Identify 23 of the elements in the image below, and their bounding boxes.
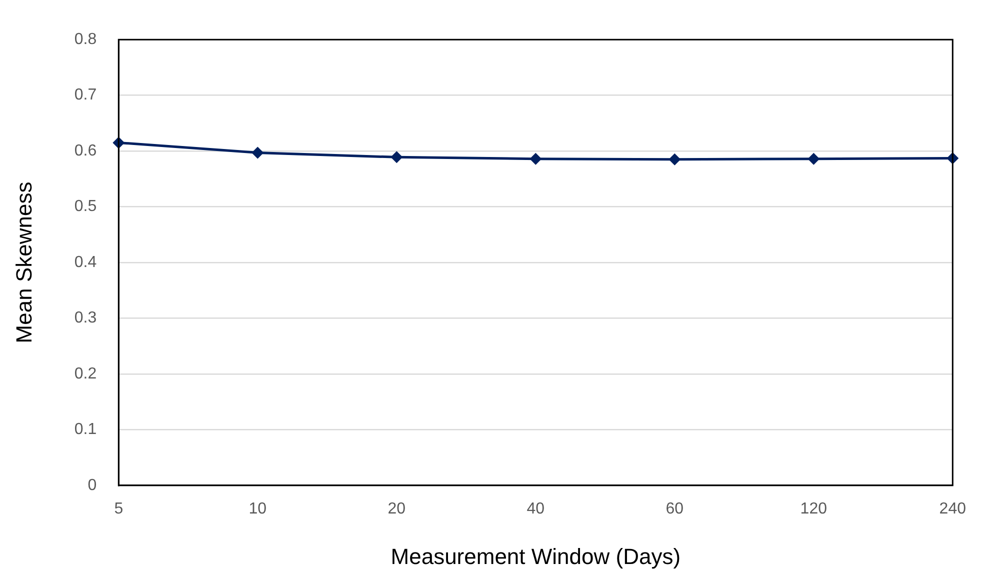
point bbox=[252, 146, 264, 159]
y-tick-label: 0.3 bbox=[74, 310, 97, 327]
y-tick-label: 0.1 bbox=[74, 421, 97, 438]
y-tick-label: 0.2 bbox=[74, 365, 97, 382]
point bbox=[808, 152, 820, 165]
y-tick-label: 0.4 bbox=[74, 254, 97, 271]
x-tick-label: 60 bbox=[666, 500, 684, 518]
y-tick-label: 0 bbox=[88, 476, 97, 494]
x-axis-title: Measurement Window (Days) bbox=[390, 544, 681, 569]
point bbox=[530, 152, 542, 165]
x-tick-label: 5 bbox=[114, 500, 124, 518]
x-tick-label: 40 bbox=[526, 500, 545, 518]
y-axis-title: Mean Skewness bbox=[11, 182, 36, 344]
x-tick-label: 20 bbox=[388, 500, 406, 518]
point bbox=[390, 151, 403, 164]
y-tick-label: 0.8 bbox=[74, 31, 97, 48]
x-tick-label: 10 bbox=[248, 500, 267, 518]
y-tick-label: 0.5 bbox=[74, 198, 97, 216]
y-tick-label: 0.6 bbox=[74, 142, 97, 160]
point bbox=[668, 153, 681, 166]
x-tick-label: 240 bbox=[939, 500, 966, 518]
x-tick-label: 120 bbox=[800, 500, 828, 518]
y-tick-label: 0.7 bbox=[74, 86, 97, 104]
